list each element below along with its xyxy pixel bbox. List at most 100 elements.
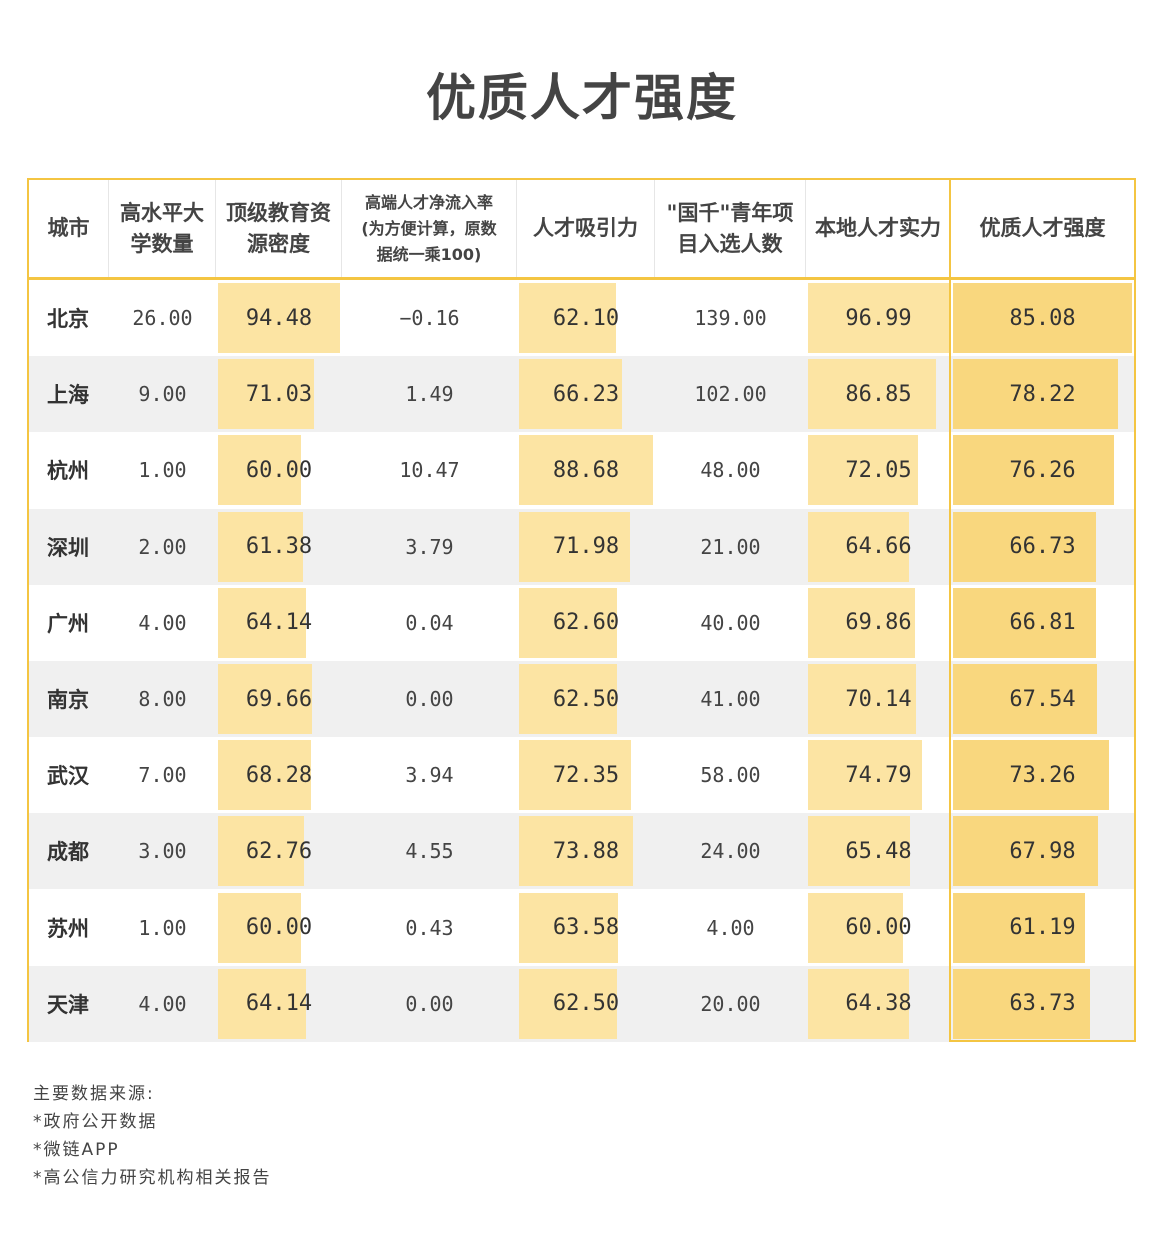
value-cell: 8.00 (109, 661, 216, 737)
value-bar (808, 511, 909, 582)
value-cell: 0.04 (342, 585, 517, 661)
cell-text: 4.55 (405, 839, 454, 864)
notes-heading: 主要数据来源: (33, 1084, 155, 1104)
value-bar (519, 435, 653, 506)
value-cell: 4.00 (655, 890, 806, 966)
cell-text: 0.04 (405, 610, 454, 635)
value-bar (218, 359, 314, 430)
value-cell: 60.00 (806, 890, 951, 966)
cell-text: 61.38 (245, 534, 313, 560)
value-cell: 64.14 (216, 966, 342, 1042)
value-cell: 69.86 (806, 585, 951, 661)
cell-text: 4.00 (138, 610, 187, 635)
value-bar (519, 892, 618, 963)
cell-text: 72.35 (552, 762, 620, 788)
cell-text: 7.00 (138, 763, 187, 788)
value-cell: 76.26 (951, 432, 1134, 508)
source-notes: 主要数据来源: *政府公开数据 *微链APP *高公信力研究机构相关报告 (33, 1080, 272, 1192)
value-cell: 64.66 (806, 509, 951, 585)
cell-text: 74.79 (845, 762, 912, 788)
value-cell: 67.54 (951, 661, 1134, 737)
value-bar (953, 283, 1132, 353)
value-bar (953, 435, 1114, 506)
value-bar (953, 740, 1109, 811)
value-bar (519, 664, 617, 734)
cell-text: 3.94 (405, 763, 454, 788)
column-header: "国千"青年项 目入选人数 (655, 180, 806, 277)
value-cell: 78.22 (951, 356, 1134, 432)
value-cell: 41.00 (655, 661, 806, 737)
value-cell: 4.00 (109, 966, 216, 1042)
value-cell: 70.14 (806, 661, 951, 737)
value-cell: 1.00 (109, 432, 216, 508)
value-cell: 48.00 (655, 432, 806, 508)
value-cell: 68.28 (216, 737, 342, 813)
cell-text: 3.00 (138, 839, 187, 864)
cell-text: 102.00 (694, 382, 767, 407)
cell-text: 广州 (47, 611, 89, 636)
cell-text: 41.00 (700, 687, 761, 711)
value-bar (953, 359, 1118, 430)
value-cell: 66.81 (951, 585, 1134, 661)
value-bar (519, 968, 617, 1039)
cell-text: 60.00 (845, 915, 912, 941)
cell-text: 64.38 (845, 991, 912, 1017)
city-cell: 成都 (29, 813, 109, 889)
cell-text: 73.88 (552, 838, 620, 864)
cell-text: 66.81 (1009, 610, 1076, 636)
value-cell: 62.60 (517, 585, 655, 661)
value-cell: 24.00 (655, 813, 806, 889)
cell-text: 9.00 (138, 382, 187, 407)
cell-text: 4.00 (138, 991, 187, 1016)
value-cell: 3.94 (342, 737, 517, 813)
city-cell: 天津 (29, 966, 109, 1042)
value-cell: 0.43 (342, 890, 517, 966)
value-cell: 88.68 (517, 432, 655, 508)
cell-text: −0.16 (399, 306, 460, 330)
cell-text: 66.73 (1009, 534, 1076, 560)
value-cell: 73.26 (951, 737, 1134, 813)
value-bar (218, 740, 311, 811)
value-cell: 0.00 (342, 661, 517, 737)
cell-text: 0.00 (405, 991, 454, 1016)
value-cell: 102.00 (655, 356, 806, 432)
value-bar (808, 968, 909, 1039)
cell-text: 64.14 (245, 610, 313, 636)
cell-text: 63.58 (552, 915, 620, 941)
value-bar (218, 664, 312, 734)
value-bar (218, 816, 304, 887)
cell-text: 62.10 (552, 305, 620, 331)
value-cell: 4.00 (109, 585, 216, 661)
value-cell: 73.88 (517, 813, 655, 889)
value-cell: 0.00 (342, 966, 517, 1042)
value-cell: 61.19 (951, 890, 1134, 966)
value-bar (808, 740, 922, 811)
value-bar (519, 740, 631, 811)
value-cell: 63.73 (951, 966, 1134, 1042)
cell-text: 63.73 (1009, 991, 1076, 1017)
value-cell: 26.00 (109, 280, 216, 356)
value-bar (953, 511, 1096, 582)
cell-text: 72.05 (845, 457, 912, 483)
value-cell: 69.66 (216, 661, 342, 737)
value-cell: 64.14 (216, 585, 342, 661)
value-cell: 66.73 (951, 509, 1134, 585)
cell-text: 85.08 (1009, 305, 1076, 331)
value-cell: 62.50 (517, 966, 655, 1042)
table-row: 南京 8.00 69.66 0.00 62.50 41.00 70.14 67.54 (29, 661, 1134, 737)
value-cell: 4.55 (342, 813, 517, 889)
cell-text: 62.50 (552, 991, 620, 1017)
cell-text: 0.00 (405, 687, 454, 711)
cell-text: 88.68 (552, 457, 620, 483)
value-cell: 7.00 (109, 737, 216, 813)
cell-text: 96.99 (845, 305, 912, 331)
value-cell: 60.00 (216, 890, 342, 966)
cell-text: 73.26 (1009, 762, 1076, 788)
cell-text: 60.00 (245, 457, 313, 483)
cell-text: 1.49 (405, 382, 454, 407)
cell-text: 4.00 (706, 915, 755, 940)
cell-text: 76.26 (1009, 457, 1076, 483)
column-header: 高水平大 学数量 (109, 180, 216, 277)
value-bar (218, 892, 301, 963)
cell-text: 86.85 (845, 381, 912, 407)
